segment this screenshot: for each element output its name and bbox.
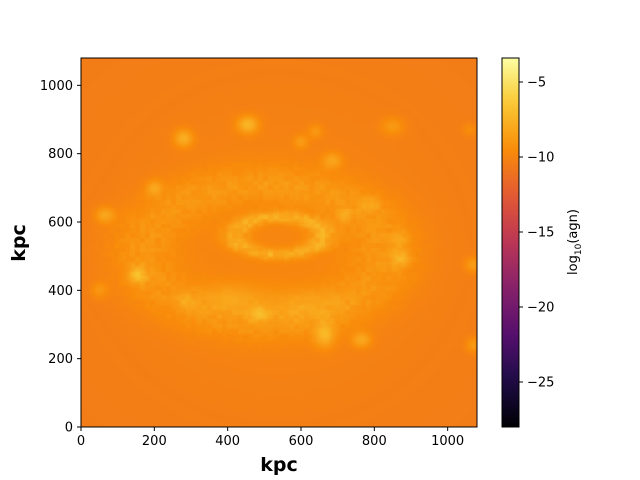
colorbar-tick-label: −20: [527, 301, 554, 316]
x-axis-label: kpc: [260, 454, 298, 476]
x-tick-label: 800: [362, 434, 387, 449]
plot-frame: [80, 57, 478, 428]
y-tick-label: 400: [48, 284, 73, 299]
y-tick-label: 600: [48, 216, 73, 231]
colorbar-tick-label: −25: [527, 376, 554, 391]
colorbar-frame: [501, 57, 520, 428]
y-tick-label: 200: [48, 352, 73, 367]
colorbar-bar: [502, 58, 519, 427]
x-tick-label: 0: [77, 434, 85, 449]
colorbar-label-prefix: log: [566, 255, 581, 275]
x-tick-label: 400: [215, 434, 240, 449]
heatmap-image-container: [81, 58, 477, 427]
colorbar-tick-label: −5: [527, 76, 546, 91]
colorbar-tick-label: −10: [527, 151, 554, 166]
x-tick-label: 600: [289, 434, 314, 449]
heatmap-image: [81, 58, 477, 427]
y-tick-label: 0: [65, 421, 73, 436]
y-axis-label: kpc: [8, 224, 30, 262]
colorbar-label-suffix: (agn): [566, 209, 581, 244]
x-tick-label: 1000: [431, 434, 464, 449]
colorbar: −5 −10 −15 −20 −25 log10(agn): [501, 57, 584, 428]
y-tick-label: 800: [48, 147, 73, 162]
y-axis-ticks: 0 200 400 600 800 1000: [40, 79, 81, 436]
y-tick-label: 1000: [40, 79, 73, 94]
colorbar-ticks: −5 −10 −15 −20 −25: [519, 76, 554, 391]
colorbar-label: log10(agn): [566, 209, 584, 275]
x-axis-ticks: 0 200 400 600 800 1000: [77, 427, 464, 449]
heatmap-panel: [80, 57, 478, 428]
x-tick-label: 200: [142, 434, 167, 449]
colorbar-label-subscript: 10: [574, 243, 584, 255]
colorbar-tick-label: −15: [527, 226, 554, 241]
